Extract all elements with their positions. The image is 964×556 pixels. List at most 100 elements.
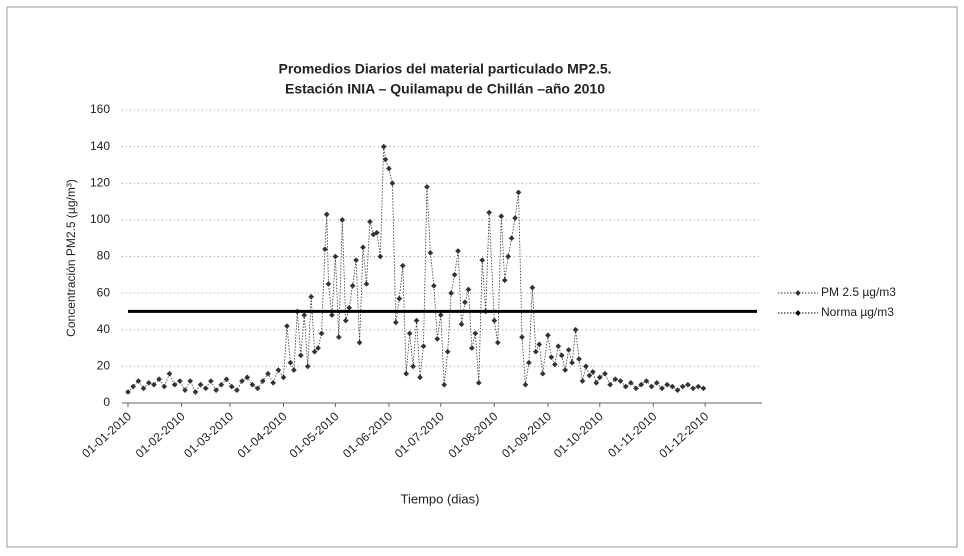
- pm25-point: [545, 332, 551, 339]
- pm25-point: [526, 359, 532, 366]
- pm25-point: [501, 277, 508, 284]
- pm25-point: [562, 367, 569, 373]
- pm25-point: [539, 370, 546, 377]
- pm25-point: [287, 359, 294, 366]
- pm25-point: [462, 299, 468, 306]
- pm25-point: [444, 348, 451, 355]
- pm25-point: [315, 345, 321, 351]
- pm25-point: [156, 376, 162, 383]
- pm25-point: [469, 345, 475, 351]
- pm25-point: [254, 385, 261, 392]
- y-tick-label: 160: [90, 102, 110, 116]
- pm25-point: [377, 253, 384, 260]
- pm25-point: [475, 380, 482, 386]
- pm25-point: [356, 339, 363, 346]
- pm25-point: [291, 367, 297, 373]
- x-tick-label: 01-02-2010: [133, 409, 188, 461]
- x-tick-label: 01-06-2010: [340, 409, 395, 461]
- pm25-point: [332, 253, 339, 260]
- pm25-point: [669, 383, 676, 390]
- pm25-point: [249, 381, 256, 388]
- pm25-point: [593, 380, 600, 386]
- pm25-point: [218, 381, 225, 388]
- pm25-point: [374, 229, 380, 236]
- pm25-point: [413, 317, 420, 324]
- x-tick-label: 01-08-2010: [445, 409, 500, 461]
- x-tick-label: 01-01-2010: [79, 409, 134, 461]
- chart-subtitle: Estación INIA – Quilamapu de Chillán –añ…: [285, 81, 605, 97]
- y-tick-label: 140: [90, 139, 110, 153]
- pm25-point: [472, 330, 479, 337]
- pm25-point: [583, 363, 589, 370]
- pm25-point: [565, 347, 572, 353]
- x-tick-label: 01-04-2010: [235, 409, 290, 461]
- pm25-point: [311, 348, 318, 355]
- pm25-point: [622, 383, 629, 390]
- pm25-point: [270, 380, 276, 386]
- y-tick-label: 60: [97, 285, 111, 299]
- pm25-point: [403, 370, 410, 377]
- pm25-point: [515, 189, 522, 196]
- x-tick-label: 01-12-2010: [656, 409, 711, 461]
- y-tick-label: 0: [103, 395, 110, 409]
- pm25-point: [342, 317, 349, 324]
- pm25-point: [399, 262, 406, 269]
- pm25-point: [280, 374, 287, 381]
- pm25-point: [586, 372, 593, 379]
- pm25-point: [602, 370, 608, 377]
- pm25-point: [505, 253, 511, 260]
- pm25-point: [695, 383, 702, 390]
- pm25-point: [674, 387, 681, 394]
- pm25-point: [318, 330, 325, 337]
- y-axis-label: Concentración PM2.5 (µg/m³): [64, 179, 78, 337]
- x-axis-label: Tiempo (dias): [401, 491, 480, 506]
- pm25-point: [532, 348, 539, 355]
- pm25-point: [192, 389, 199, 395]
- y-tick-label: 20: [97, 359, 111, 373]
- pm25-point: [653, 380, 660, 386]
- pm25-point: [187, 378, 194, 384]
- pm25-point: [323, 211, 330, 218]
- pm25-point: [406, 330, 413, 337]
- y-tick-label: 120: [90, 175, 110, 189]
- pm25-point: [451, 271, 458, 278]
- pm25-point: [536, 341, 543, 348]
- pm25-point: [308, 293, 314, 300]
- pm25-point: [223, 376, 230, 383]
- pm25-point: [346, 304, 353, 311]
- y-tick-label: 80: [97, 249, 111, 263]
- pm25-point: [393, 319, 399, 326]
- pm25-point: [448, 290, 454, 296]
- pm25-point: [486, 209, 492, 216]
- pm25-point: [145, 380, 152, 386]
- pm25-point: [427, 250, 434, 256]
- pm25-point: [659, 385, 665, 392]
- pm25-point: [498, 213, 505, 220]
- pm25-point: [551, 361, 558, 368]
- pm25-point: [664, 381, 670, 388]
- pm25-point: [239, 378, 245, 384]
- pm25-point: [325, 281, 332, 287]
- pm25-point: [125, 389, 131, 395]
- pm25-point: [135, 378, 142, 384]
- pm25-point: [479, 257, 486, 263]
- pm25-point: [208, 378, 214, 384]
- x-tick-label: 01-07-2010: [392, 409, 447, 461]
- pm25-point: [491, 317, 498, 324]
- pm25-point: [458, 321, 465, 328]
- pm25-point: [360, 244, 366, 251]
- pm25-point: [234, 387, 240, 394]
- pm25-point: [410, 363, 416, 370]
- pm25-point: [638, 381, 645, 388]
- pm25-point: [244, 374, 251, 381]
- legend-label: PM 2.5 µg/m3: [821, 285, 896, 299]
- pm25-point: [130, 383, 137, 390]
- x-tick-label: 01-05-2010: [287, 409, 342, 461]
- pm25-point: [612, 376, 619, 383]
- pm25-point: [679, 383, 686, 390]
- pm25-point: [700, 385, 707, 392]
- pm25-point: [548, 354, 555, 361]
- pm25-point: [171, 381, 178, 388]
- pm25-point: [339, 217, 346, 223]
- pm25-point: [628, 380, 634, 386]
